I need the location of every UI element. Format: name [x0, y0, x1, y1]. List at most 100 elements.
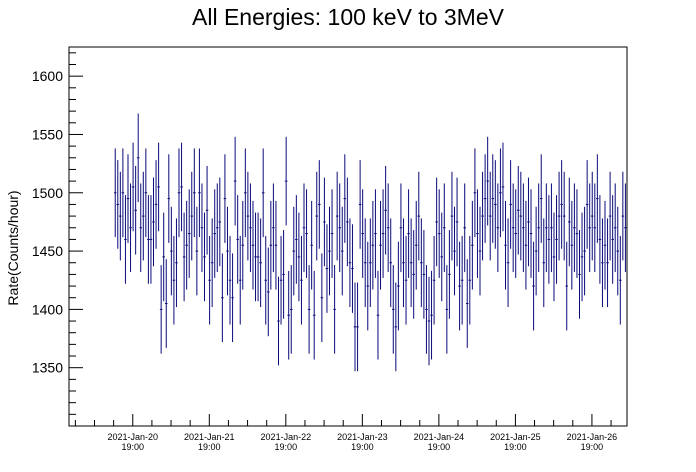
data-point	[488, 171, 492, 261]
data-point	[534, 206, 538, 296]
x-tick-date-label: 2021-Jan-24	[414, 432, 465, 442]
data-point	[389, 218, 393, 308]
data-point	[529, 189, 533, 278]
data-point	[144, 148, 148, 238]
data-point	[486, 136, 489, 226]
data-point	[392, 265, 395, 354]
data-point	[435, 177, 438, 267]
data-point	[519, 171, 523, 261]
data-point	[167, 154, 171, 243]
data-point	[575, 189, 579, 278]
data-point	[603, 200, 607, 290]
x-tick-date-label: 2021-Jan-26	[567, 432, 618, 442]
data-point	[343, 154, 347, 243]
data-point	[432, 235, 436, 325]
data-point	[511, 183, 515, 273]
data-point	[139, 183, 143, 273]
data-point	[552, 212, 556, 302]
data-point	[565, 241, 569, 331]
data-point	[590, 171, 594, 261]
data-point	[455, 177, 459, 267]
data-point	[267, 247, 270, 337]
data-point	[272, 183, 275, 273]
data-point	[159, 265, 163, 354]
x-tick-time-label: 19:00	[122, 442, 145, 452]
data-point	[318, 160, 321, 249]
data-point	[152, 177, 155, 267]
data-point	[264, 235, 268, 325]
data-point	[175, 218, 178, 308]
data-point	[606, 218, 609, 308]
data-point	[113, 148, 117, 238]
data-point	[246, 171, 250, 261]
data-point	[338, 183, 341, 273]
data-point	[363, 218, 367, 308]
data-point	[437, 189, 441, 278]
data-point	[353, 282, 357, 372]
data-point	[295, 195, 298, 284]
data-point	[499, 148, 502, 238]
data-point	[483, 154, 487, 243]
data-point	[371, 200, 375, 290]
data-point	[320, 253, 324, 343]
data-point	[203, 212, 206, 302]
data-point	[305, 189, 308, 278]
chart-title: All Energies: 100 keV to 3MeV	[192, 4, 505, 30]
data-point	[346, 177, 349, 267]
data-point	[593, 183, 597, 273]
data-point	[328, 206, 331, 296]
data-point	[524, 200, 528, 290]
data-point	[221, 253, 224, 343]
data-point	[287, 270, 290, 360]
data-point	[545, 183, 548, 273]
data-point	[164, 259, 168, 348]
data-point	[226, 206, 229, 296]
data-point	[509, 160, 512, 249]
y-tick-label: 1600	[32, 68, 63, 84]
data-point	[282, 230, 285, 319]
x-tick-time-label: 19:00	[351, 442, 374, 452]
data-point	[448, 230, 451, 319]
data-point	[374, 189, 377, 278]
data-point	[277, 276, 280, 366]
data-point	[244, 148, 247, 238]
data-point	[119, 171, 122, 261]
data-point	[555, 195, 558, 284]
data-point	[131, 142, 135, 232]
data-point	[348, 218, 352, 308]
data-point	[384, 165, 387, 255]
x-tick-time-label: 19:00	[198, 442, 221, 452]
x-tick-date-label: 2021-Jan-22	[261, 432, 312, 442]
data-point	[193, 148, 196, 238]
data-point	[494, 160, 497, 249]
data-point	[335, 171, 339, 261]
data-point	[333, 265, 336, 354]
data-point	[154, 160, 158, 249]
data-point	[583, 206, 586, 296]
y-axis: 1350 1400 1450 1500 1550 1600	[32, 52, 83, 427]
data-point	[381, 189, 385, 278]
data-point	[624, 183, 627, 273]
data-point	[463, 183, 466, 273]
data-point	[596, 154, 599, 243]
data-point	[414, 200, 418, 290]
data-point	[465, 259, 469, 348]
data-point	[412, 230, 415, 319]
x-tick-date-label: 2021-Jan-20	[107, 432, 158, 442]
data-point	[578, 230, 581, 319]
data-point	[481, 171, 484, 261]
data-point	[580, 212, 584, 302]
y-tick-label: 1450	[32, 243, 63, 259]
data-point	[598, 195, 602, 284]
data-point	[182, 212, 186, 302]
data-point	[445, 265, 449, 354]
data-point	[425, 265, 428, 354]
data-point	[621, 171, 625, 261]
x-tick-time-label: 19:00	[275, 442, 298, 452]
data-point	[588, 183, 591, 273]
data-point	[126, 154, 130, 243]
data-point	[300, 235, 303, 325]
data-point	[236, 195, 239, 284]
data-point	[430, 270, 433, 360]
